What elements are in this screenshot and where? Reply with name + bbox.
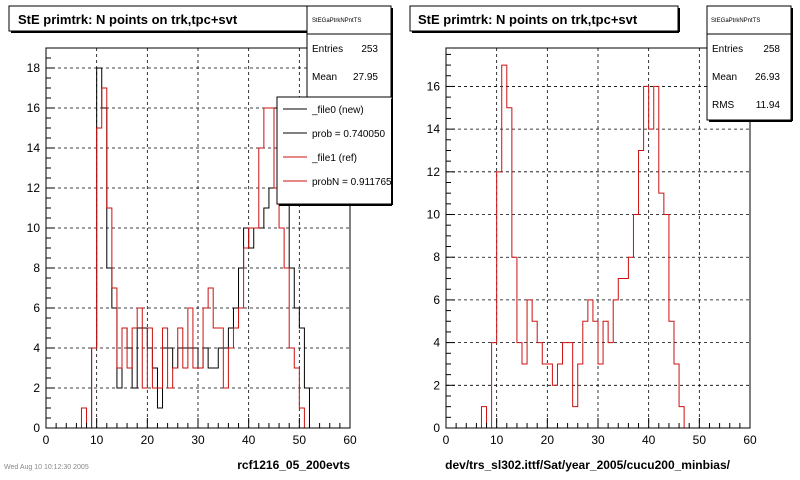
y-tick-label: 6 <box>433 293 440 307</box>
x-tick-label: 40 <box>642 433 656 447</box>
left-title-box <box>8 5 310 32</box>
x-tick-label: 20 <box>541 433 555 447</box>
histogram-step-line <box>76 87 320 429</box>
right-stats-rms-label: RMS <box>712 100 735 111</box>
y-tick-label: 16 <box>427 79 441 93</box>
right-series <box>476 64 720 429</box>
y-tick-label: 4 <box>33 341 40 355</box>
x-tick-label: 60 <box>343 433 357 447</box>
x-tick-label: 10 <box>490 433 504 447</box>
y-tick-label: 14 <box>427 122 441 136</box>
right-stats-name: StEGaPtrkNPntTS <box>711 18 760 24</box>
x-tick-label: 0 <box>443 433 450 447</box>
left-x-ticks: 0 10 20 30 40 50 60 <box>43 418 357 447</box>
right-chart-title: StE primtrk: N points on trk,tpc+svt <box>418 12 638 27</box>
legend-label-prob: prob = 0.740050 <box>312 129 386 140</box>
x-tick-label: 40 <box>242 433 256 447</box>
left-stats-mean-value: 27.95 <box>353 72 378 83</box>
y-tick-label: 0 <box>433 421 440 435</box>
y-tick-label: 8 <box>433 250 440 264</box>
left-stats-mean-label: Mean <box>312 72 337 83</box>
left-chart-title: StE primtrk: N points on trk,tpc+svt <box>18 12 238 27</box>
legend-label-file1: _file1 (ref) <box>311 153 357 164</box>
left-y-ticks: 0 2 4 6 8 10 12 14 16 18 <box>27 57 55 435</box>
histogram-step-line <box>476 64 720 429</box>
y-tick-label: 10 <box>427 208 441 222</box>
left-stats-name: StEGaPtrkNPntTS <box>312 18 361 24</box>
x-tick-label: 30 <box>591 433 605 447</box>
right-stats-rms-value: 11.94 <box>756 100 781 111</box>
y-tick-label: 2 <box>433 378 440 392</box>
y-tick-label: 6 <box>33 301 40 315</box>
x-tick-label: 60 <box>743 433 757 447</box>
x-tick-label: 10 <box>90 433 104 447</box>
legend-label-probn: probN = 0.911765 <box>312 177 392 188</box>
right-stats-entries-label: Entries <box>712 44 743 55</box>
x-tick-label: 50 <box>293 433 307 447</box>
left-stats-entries-label: Entries <box>312 44 343 55</box>
right-stats-mean-label: Mean <box>712 72 737 83</box>
right-y-ticks: 0 2 4 6 8 10 12 14 16 <box>427 53 455 435</box>
y-tick-label: 16 <box>27 101 41 115</box>
y-tick-label: 4 <box>433 336 440 350</box>
right-title-box <box>409 5 679 32</box>
x-tick-label: 20 <box>141 433 155 447</box>
y-tick-label: 2 <box>33 381 40 395</box>
right-stats-box: StEGaPtrkNPntTS Entries 258 Mean 26.93 R… <box>706 5 793 122</box>
right-stats-entries-value: 258 <box>763 44 780 55</box>
y-tick-label: 14 <box>27 141 41 155</box>
right-stats-mean-value: 26.93 <box>755 72 780 83</box>
right-panel: 0 10 20 30 40 50 60 0 2 4 6 8 10 12 14 16 StE primtrk:… <box>409 5 793 472</box>
left-stats-entries-value: 253 <box>361 44 378 55</box>
left-x-axis-label: rcf1216_05_200evts <box>237 458 350 472</box>
left-series-file1 <box>76 87 320 429</box>
x-tick-label: 0 <box>43 433 50 447</box>
y-tick-label: 10 <box>27 221 41 235</box>
left-stats-box: StEGaPtrkNPntTS Entries 253 Mean 27.95 <box>306 5 393 102</box>
x-tick-label: 30 <box>191 433 205 447</box>
y-tick-label: 12 <box>27 181 41 195</box>
left-panel: 0 10 20 30 40 50 60 0 2 4 6 8 10 12 14 16 18 StE primtr… <box>8 5 393 472</box>
y-tick-label: 0 <box>33 421 40 435</box>
legend-label-file0: _file0 (new) <box>311 105 364 116</box>
timestamp-footer: Wed Aug 10 10:12:30 2005 <box>4 464 89 471</box>
right-x-axis-label: dev/trs_sl302.ittf/Sat/year_2005/cucu200… <box>445 458 730 472</box>
y-tick-label: 12 <box>427 165 441 179</box>
y-tick-label: 8 <box>33 261 40 275</box>
right-x-ticks: 0 10 20 30 40 50 60 <box>443 418 757 447</box>
y-tick-label: 18 <box>27 61 41 75</box>
x-tick-label: 50 <box>693 433 707 447</box>
left-legend: _file0 (new) prob = 0.740050 _file1 (ref… <box>276 96 393 206</box>
